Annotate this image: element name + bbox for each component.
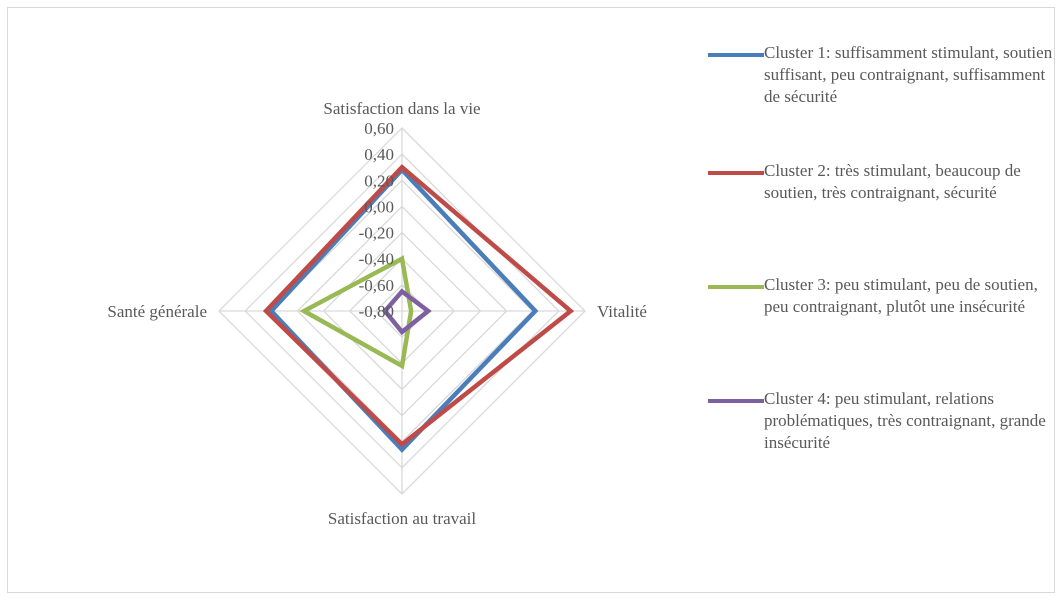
tick-label: -0,20 bbox=[359, 224, 394, 243]
series-line-3 bbox=[299, 255, 414, 370]
axis-label: Satisfaction au travail bbox=[328, 509, 477, 528]
legend-swatch bbox=[708, 53, 764, 57]
chart-frame: 0,60 0,40 0,20 0,00 -0,20 -0,40 -0,60 -0,80 Sat… bbox=[7, 7, 1055, 593]
legend-label: Cluster 1: suffisamment stimulant, souti… bbox=[764, 43, 1053, 106]
radar-chart: 0,60 0,40 0,20 0,00 -0,20 -0,40 -0,60 -0,80 Sat… bbox=[107, 99, 647, 528]
tick-label: 0,00 bbox=[364, 197, 394, 216]
tick-label: -0,60 bbox=[359, 276, 394, 295]
axis-label: Vitalité bbox=[597, 302, 647, 321]
legend-label: Cluster 4: peu stimulant, relations prob… bbox=[764, 389, 1046, 452]
tick-label: 0,20 bbox=[364, 171, 394, 190]
legend-label: Cluster 2: très stimulant, beaucoup de s… bbox=[764, 161, 1021, 202]
series-line-2 bbox=[262, 164, 575, 448]
tick-label: 0,40 bbox=[364, 145, 394, 164]
series-line-1 bbox=[268, 166, 539, 453]
legend-swatch bbox=[708, 285, 764, 289]
tick-label: -0,40 bbox=[359, 250, 394, 269]
tick-label: -0,80 bbox=[359, 302, 394, 321]
axis-label: Santé générale bbox=[107, 302, 207, 321]
radar-series bbox=[262, 164, 575, 453]
axis-label: Satisfaction dans la vie bbox=[323, 99, 480, 118]
axis-labels: Satisfaction dans la vie Vitalité Satisfac… bbox=[107, 99, 647, 528]
legend-label: Cluster 3: peu stimulant, peu de soutien… bbox=[764, 275, 1038, 316]
legend-swatch bbox=[708, 171, 764, 175]
series-line-4 bbox=[382, 288, 432, 336]
legend-swatch bbox=[708, 399, 764, 403]
tick-labels: 0,60 0,40 0,20 0,00 -0,20 -0,40 -0,60 -0,80 bbox=[359, 119, 394, 321]
tick-label: 0,60 bbox=[364, 119, 394, 138]
